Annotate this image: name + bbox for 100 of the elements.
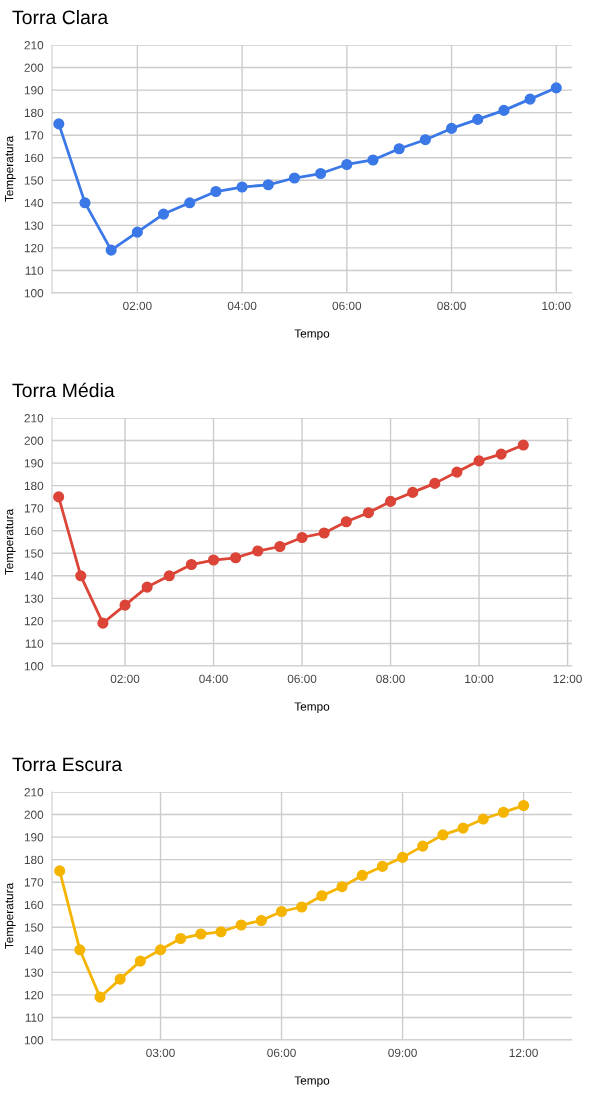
y-tick-label: 200 — [24, 810, 44, 819]
y-tick-label: 110 — [25, 1013, 44, 1022]
y-tick-label: 170 — [24, 504, 44, 513]
y-tick-label: 210 — [24, 788, 44, 797]
y-tick-label: 160 — [24, 526, 44, 536]
point — [517, 439, 529, 451]
y-tick-label: 110 — [25, 639, 44, 648]
x-tick-label: 08:00 — [437, 301, 466, 310]
point — [53, 118, 65, 130]
point — [175, 932, 187, 945]
y-tick-label: 160 — [24, 153, 44, 163]
y-tick-label: 110 — [25, 266, 44, 275]
point — [341, 158, 353, 171]
y-tick-label: 100 — [24, 1036, 44, 1045]
point — [230, 552, 242, 564]
point — [154, 944, 167, 956]
y-tick-label: 160 — [24, 900, 44, 910]
x-tick-label: 10:00 — [465, 674, 494, 683]
point — [356, 869, 368, 881]
y-tick-label: 180 — [24, 108, 44, 118]
x-tick-label: 10:00 — [542, 301, 571, 310]
point — [473, 455, 485, 467]
y-tick-label: 190 — [24, 833, 44, 842]
point — [54, 865, 66, 877]
x-tick-label: 12:00 — [509, 1048, 538, 1057]
y-tick-label: 170 — [24, 878, 44, 887]
point — [367, 154, 379, 166]
chart-title: Torra Clara — [12, 9, 109, 25]
y-tick-label: 150 — [24, 176, 44, 185]
x-axis-title: Tempo — [294, 329, 330, 341]
point — [207, 554, 220, 566]
y-tick-label: 210 — [24, 414, 44, 423]
point — [477, 813, 489, 825]
chart-title: Torra Escura — [12, 757, 123, 772]
y-tick-label: 120 — [24, 243, 44, 253]
y-tick-label: 140 — [24, 571, 44, 581]
point — [362, 507, 374, 519]
point — [119, 599, 131, 611]
point — [384, 495, 397, 507]
point — [105, 244, 117, 256]
y-tick-label: 170 — [24, 131, 44, 140]
y-tick-label: 120 — [24, 990, 44, 1000]
x-tick-label: 03:00 — [146, 1048, 175, 1057]
point — [518, 799, 530, 812]
point — [97, 617, 109, 629]
point — [451, 466, 463, 478]
point — [437, 829, 449, 841]
y-tick-label: 190 — [24, 459, 44, 468]
point — [457, 822, 469, 834]
y-axis-title: Temperatura — [5, 882, 16, 949]
x-axis-title: Tempo — [294, 702, 330, 714]
point — [210, 185, 222, 198]
point — [316, 890, 328, 902]
point — [446, 122, 458, 134]
point — [397, 851, 409, 863]
point — [318, 527, 330, 539]
point — [255, 914, 267, 927]
point — [236, 181, 248, 193]
y-tick-label: 100 — [24, 289, 44, 298]
x-tick-label: 08:00 — [376, 674, 405, 683]
point — [296, 531, 308, 544]
y-tick-label: 150 — [24, 923, 44, 932]
point — [141, 581, 153, 593]
point — [495, 448, 507, 460]
point — [274, 540, 286, 553]
point — [275, 905, 288, 918]
y-tick-label: 200 — [24, 63, 44, 72]
y-tick-label: 180 — [24, 481, 44, 491]
point — [252, 545, 264, 557]
point — [114, 973, 126, 985]
y-tick-label: 210 — [24, 41, 44, 50]
point — [215, 926, 227, 938]
point — [163, 570, 175, 582]
y-axis-title: Temperatura — [5, 135, 16, 202]
point — [497, 806, 509, 818]
point — [75, 570, 87, 582]
point — [407, 486, 419, 498]
x-tick-label: 09:00 — [388, 1048, 417, 1057]
x-tick-label: 04:00 — [227, 301, 257, 310]
point — [419, 134, 431, 146]
point — [550, 82, 562, 94]
point — [79, 197, 91, 209]
point — [185, 558, 197, 571]
y-tick-label: 140 — [24, 945, 44, 955]
y-tick-label: 190 — [24, 86, 44, 95]
point — [315, 167, 327, 180]
point — [376, 860, 388, 872]
y-tick-label: 200 — [24, 436, 44, 445]
point — [524, 93, 536, 105]
point — [184, 197, 196, 209]
y-tick-label: 130 — [24, 221, 44, 230]
chart-title: Torra Média — [12, 382, 115, 398]
y-tick-label: 120 — [24, 616, 44, 626]
point — [157, 208, 170, 220]
point — [340, 516, 352, 528]
point — [288, 172, 301, 184]
point — [74, 944, 86, 956]
x-axis-title: Tempo — [294, 1076, 330, 1088]
point — [498, 104, 510, 116]
point — [262, 179, 274, 191]
